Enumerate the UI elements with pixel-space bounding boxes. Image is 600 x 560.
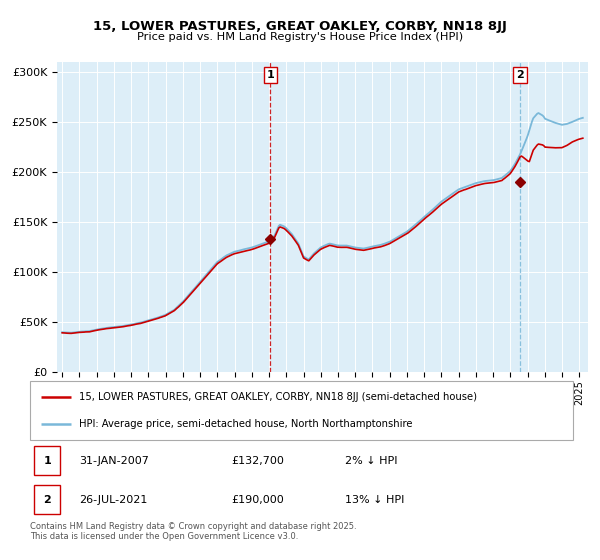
Text: Price paid vs. HM Land Registry's House Price Index (HPI): Price paid vs. HM Land Registry's House … [137,32,463,43]
Text: 13% ↓ HPI: 13% ↓ HPI [345,495,404,505]
Text: 15, LOWER PASTURES, GREAT OAKLEY, CORBY, NN18 8JJ (semi-detached house): 15, LOWER PASTURES, GREAT OAKLEY, CORBY,… [79,392,477,402]
Text: 2: 2 [44,495,51,505]
Text: 31-JAN-2007: 31-JAN-2007 [79,455,149,465]
Text: Contains HM Land Registry data © Crown copyright and database right 2025.
This d: Contains HM Land Registry data © Crown c… [30,522,356,542]
Text: HPI: Average price, semi-detached house, North Northamptonshire: HPI: Average price, semi-detached house,… [79,419,412,430]
Text: 2% ↓ HPI: 2% ↓ HPI [345,455,397,465]
Text: 1: 1 [266,70,274,80]
Text: 2: 2 [516,70,524,80]
Text: 15, LOWER PASTURES, GREAT OAKLEY, CORBY, NN18 8JJ: 15, LOWER PASTURES, GREAT OAKLEY, CORBY,… [93,20,507,32]
FancyBboxPatch shape [30,381,573,440]
Text: 26-JUL-2021: 26-JUL-2021 [79,495,147,505]
FancyBboxPatch shape [34,486,61,514]
Text: £190,000: £190,000 [231,495,284,505]
Text: £132,700: £132,700 [231,455,284,465]
Text: 1: 1 [44,455,51,465]
FancyBboxPatch shape [34,446,61,475]
